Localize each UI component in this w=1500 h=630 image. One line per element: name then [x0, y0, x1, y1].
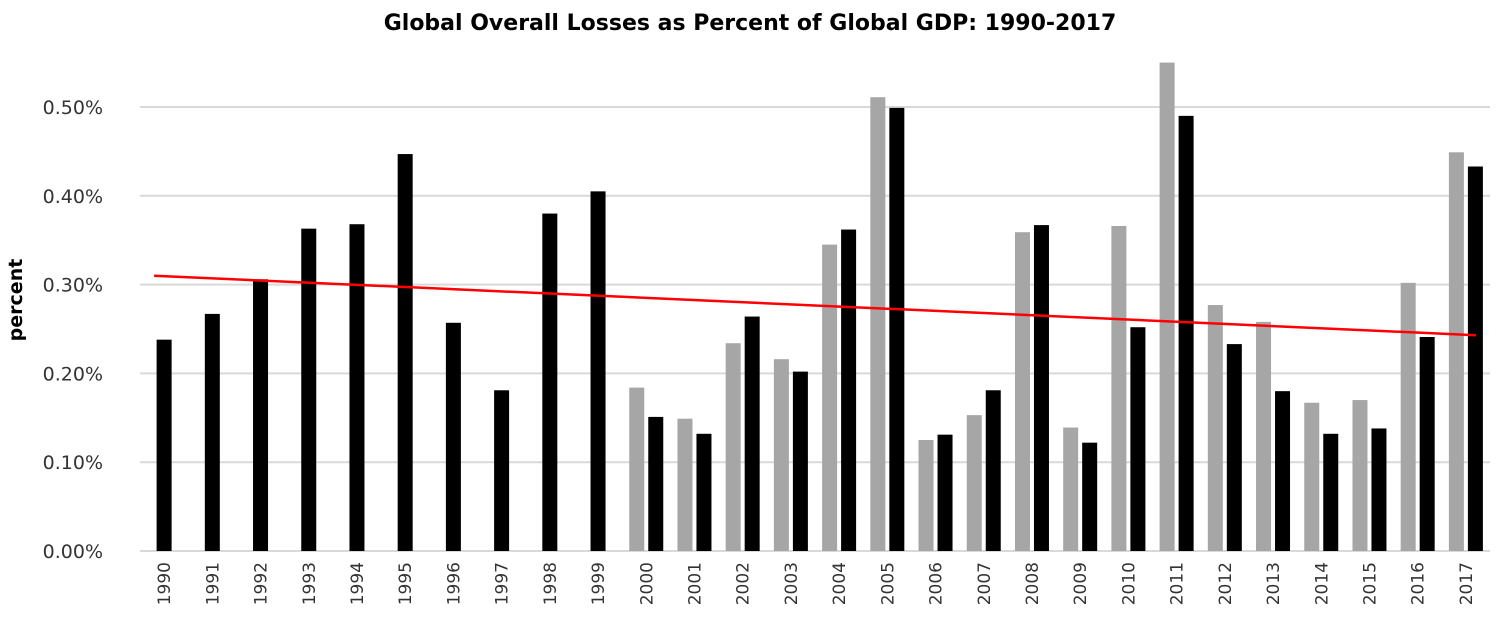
x-tick-label: 1995 [396, 562, 416, 605]
bar-gray-2009 [1063, 427, 1079, 551]
bar-gray-2000 [629, 387, 645, 551]
y-axis-label: percent [5, 259, 27, 342]
bar-black-2017 [1467, 166, 1483, 551]
bar-black-2004 [841, 229, 857, 551]
bar-gray-2010 [1111, 225, 1127, 551]
bar-black-2014 [1323, 433, 1339, 551]
x-tick-label: 2010 [1119, 562, 1139, 605]
trendline [154, 274, 1476, 337]
bar-gray-2002 [725, 343, 741, 551]
y-tick-label: 0.00% [43, 541, 103, 563]
y-tick-label: 0.30% [43, 275, 103, 297]
x-tick-label: 2001 [685, 562, 705, 605]
bar-gray-2016 [1400, 282, 1416, 551]
x-tick-label: 1999 [589, 562, 609, 605]
y-tick-label: 0.50% [43, 97, 103, 119]
x-tick-label: 2009 [1071, 562, 1091, 605]
x-tick-label: 1991 [203, 562, 223, 605]
chart-title: Global Overall Losses as Percent of Glob… [384, 11, 1117, 36]
x-tick-label: 2017 [1457, 562, 1477, 605]
bar-black-2016 [1419, 336, 1435, 551]
bar-black-2015 [1371, 428, 1387, 551]
x-axis-ticks: 1990 1991 1992 1993 1994 1995 1996 1997 1998 1999… [155, 562, 1477, 605]
x-tick-label: 2006 [927, 562, 947, 605]
bar-gray-2013 [1256, 321, 1272, 551]
bar-gray-2003 [773, 359, 789, 551]
x-tick-label: 1992 [252, 562, 272, 605]
bar-black-2001 [696, 433, 712, 551]
bar-black-1996 [445, 322, 461, 551]
x-tick-label: 1993 [300, 562, 320, 605]
x-tick-label: 1998 [541, 562, 561, 605]
bar-black-1999 [590, 191, 606, 552]
bar-black-2010 [1130, 327, 1146, 551]
bar-black-1997 [494, 390, 510, 551]
bar-black-2012 [1226, 344, 1242, 551]
bar-black-1994 [349, 224, 365, 551]
x-tick-label: 2015 [1360, 562, 1380, 605]
x-tick-label: 1994 [348, 562, 368, 605]
bar-black-1995 [397, 154, 413, 551]
x-tick-label: 2012 [1216, 562, 1236, 605]
bar-black-1993 [301, 228, 317, 551]
y-tick-label: 0.10% [43, 452, 103, 474]
x-tick-label: 1997 [493, 562, 513, 605]
x-tick-label: 2016 [1409, 562, 1429, 605]
bar-gray-2014 [1304, 402, 1320, 551]
bar-black-2013 [1275, 391, 1291, 551]
bar-gray-2008 [1014, 232, 1030, 551]
bar-gray-2012 [1207, 305, 1223, 551]
x-tick-label: 2004 [830, 562, 850, 605]
x-tick-label: 2002 [734, 562, 754, 605]
bar-black-2006 [937, 434, 953, 551]
bar-black-2005 [889, 107, 905, 551]
bar-gray-2004 [822, 244, 838, 551]
bar-gray-2015 [1352, 400, 1368, 551]
x-tick-label: 2003 [782, 562, 802, 605]
x-tick-label: 2013 [1264, 562, 1284, 605]
bar-black-2008 [1033, 225, 1049, 551]
bar-black-1998 [542, 213, 558, 551]
bar-gray-2006 [918, 440, 934, 551]
bar-gray-2007 [966, 415, 982, 551]
bar-gray-2017 [1448, 152, 1464, 551]
x-tick-label: 2014 [1312, 562, 1332, 605]
bar-black-1991 [204, 313, 220, 551]
bar-gray-2001 [677, 418, 693, 551]
x-tick-label: 2007 [975, 562, 995, 605]
bar-black-2000 [648, 416, 664, 551]
x-tick-label: 2005 [878, 562, 898, 605]
bar-black-2003 [792, 371, 808, 551]
bar-black-2007 [985, 390, 1001, 551]
x-tick-label: 2000 [637, 562, 657, 605]
bar-black-2009 [1082, 442, 1098, 551]
bar-black-1990 [156, 339, 172, 551]
y-axis-ticks: 0.00% 0.10% 0.20% 0.30% 0.40% 0.50% [43, 97, 103, 563]
trendline-group [154, 274, 1476, 337]
y-tick-label: 0.40% [43, 186, 103, 208]
bar-black-2011 [1178, 115, 1194, 551]
x-tick-label: 2008 [1023, 562, 1043, 605]
x-tick-label: 2011 [1168, 562, 1188, 605]
bar-black-1992 [253, 279, 269, 551]
bar-gray-2005 [870, 97, 886, 552]
y-tick-label: 0.20% [43, 363, 103, 385]
bar-black-2002 [744, 316, 760, 551]
x-tick-label: 1990 [155, 562, 175, 605]
bars [156, 62, 1483, 552]
bar-gray-2011 [1159, 62, 1175, 551]
x-tick-label: 1996 [444, 562, 464, 605]
